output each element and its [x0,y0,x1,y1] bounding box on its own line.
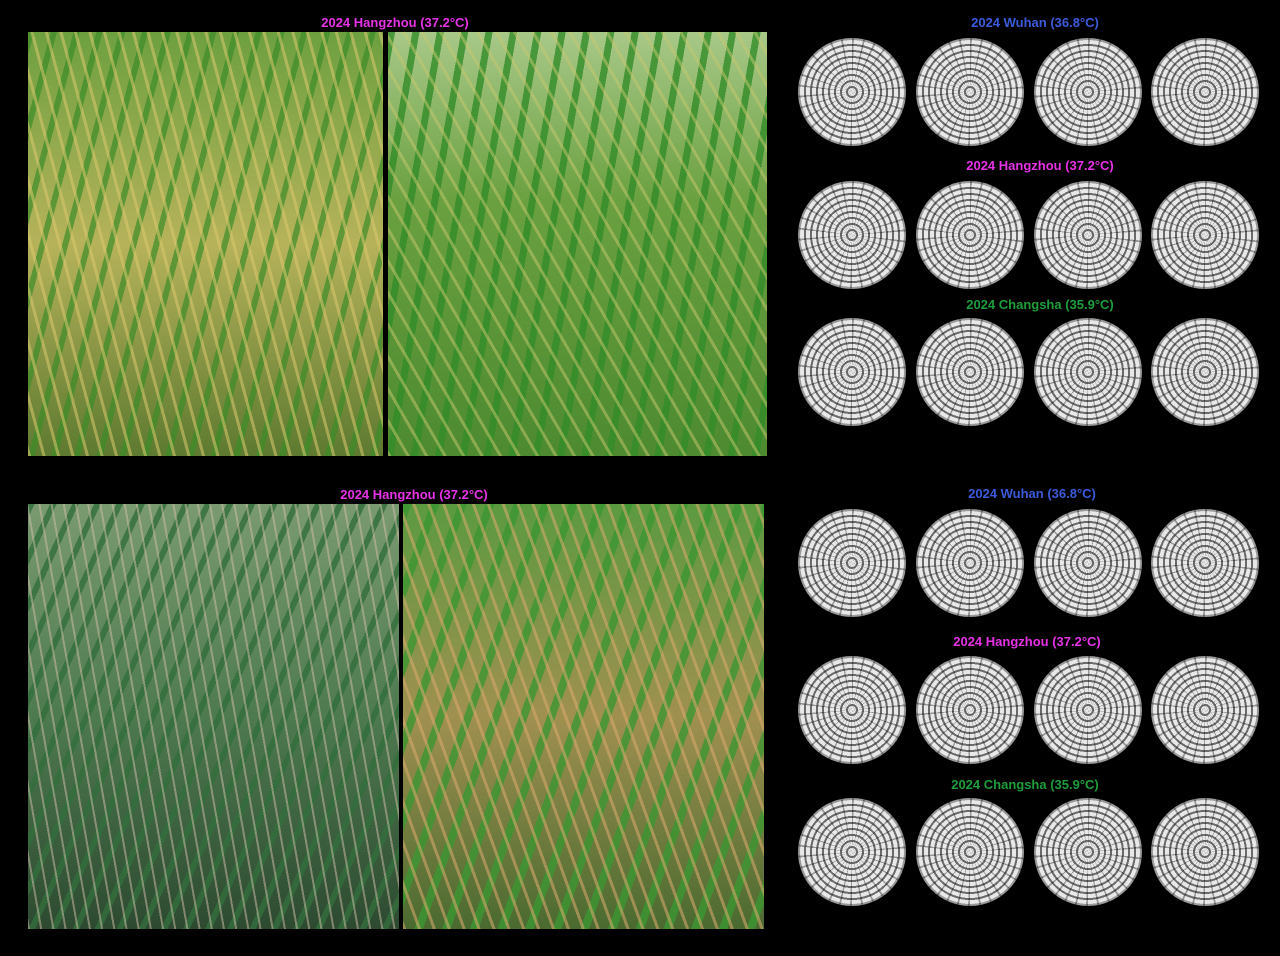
grain-label-wuhan: 2024 Wuhan (36.8°C) [968,486,1096,501]
rice-grain-dish [1151,318,1259,426]
rice-panicle-photo [403,504,764,929]
top-photo-label: 2024 Hangzhou (37.2°C) [321,15,469,30]
rice-grain-dish [798,656,906,764]
rice-grain-dish [1151,798,1259,906]
rice-grain-dish [1151,656,1259,764]
grain-label-changsha: 2024 Changsha (35.9°C) [966,297,1114,312]
rice-grain-dish [798,181,906,289]
rice-panicle-photo [28,504,399,929]
rice-grain-dish [1034,38,1142,146]
rice-grain-dish [1034,798,1142,906]
rice-grain-dish [1151,181,1259,289]
rice-grain-dish [798,509,906,617]
rice-grain-dish [916,798,1024,906]
rice-panicle-photo [388,32,767,456]
rice-grain-dish [798,798,906,906]
rice-grain-dish [916,318,1024,426]
rice-grain-dish [1151,38,1259,146]
grain-label-changsha: 2024 Changsha (35.9°C) [951,777,1099,792]
grain-label-hangzhou: 2024 Hangzhou (37.2°C) [966,158,1114,173]
rice-grain-dish [1151,509,1259,617]
grain-label-wuhan: 2024 Wuhan (36.8°C) [971,15,1099,30]
rice-grain-dish [798,318,906,426]
rice-grain-dish [916,509,1024,617]
rice-grain-dish [916,38,1024,146]
rice-grain-dish [1034,318,1142,426]
rice-grain-dish [1034,509,1142,617]
rice-grain-dish [1034,656,1142,764]
bottom-photo-label: 2024 Hangzhou (37.2°C) [340,487,488,502]
rice-grain-dish [916,656,1024,764]
rice-grain-dish [1034,181,1142,289]
grain-label-hangzhou: 2024 Hangzhou (37.2°C) [953,634,1101,649]
rice-grain-dish [916,181,1024,289]
rice-panicle-photo [28,32,383,456]
rice-grain-dish [798,38,906,146]
